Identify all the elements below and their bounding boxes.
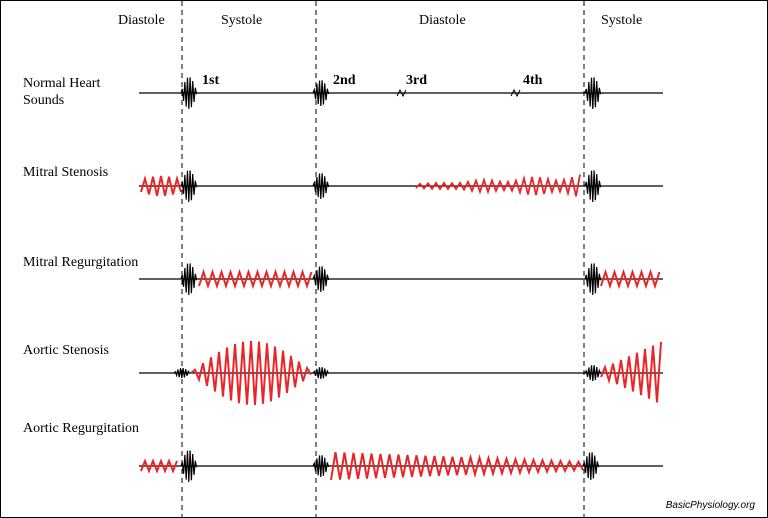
sound-label: 4th — [523, 73, 543, 88]
murmur — [190, 340, 312, 405]
phase-label: Systole — [601, 13, 643, 28]
murmur — [330, 452, 584, 481]
murmur — [312, 455, 330, 478]
murmur — [180, 77, 198, 110]
murmur — [312, 80, 330, 107]
murmur — [584, 263, 602, 296]
murmur — [584, 365, 602, 382]
murmur — [180, 450, 198, 483]
murmur — [582, 452, 600, 481]
phase-label: Diastole — [118, 13, 165, 28]
sound-label: 2nd — [333, 73, 356, 88]
murmur — [312, 367, 330, 380]
credit: BasicPhysiology.org — [665, 500, 755, 511]
murmur — [180, 263, 198, 296]
murmur — [198, 268, 313, 290]
phase-label: Systole — [221, 13, 263, 28]
murmur — [584, 77, 602, 110]
murmur — [396, 88, 407, 98]
murmur — [180, 170, 198, 203]
row-label: Normal Heart Sounds — [23, 76, 101, 108]
murmur — [173, 368, 191, 379]
sound-label: 3rd — [406, 73, 427, 88]
murmur — [140, 458, 178, 474]
murmur — [312, 173, 330, 200]
sound-label: 1st — [202, 73, 220, 88]
murmur — [600, 341, 662, 403]
murmur — [415, 174, 581, 197]
row-label: Aortic Stenosis — [23, 343, 109, 358]
murmur — [600, 268, 661, 290]
row-label: Aortic Regurgitation — [23, 421, 139, 436]
murmur — [584, 170, 602, 203]
murmur — [510, 88, 521, 98]
murmur — [140, 175, 182, 197]
phase-label: Diastole — [419, 13, 466, 28]
row-label: Mitral Stenosis — [23, 165, 109, 180]
row-label: Mitral Regurgitation — [23, 255, 139, 270]
murmur — [312, 266, 330, 293]
